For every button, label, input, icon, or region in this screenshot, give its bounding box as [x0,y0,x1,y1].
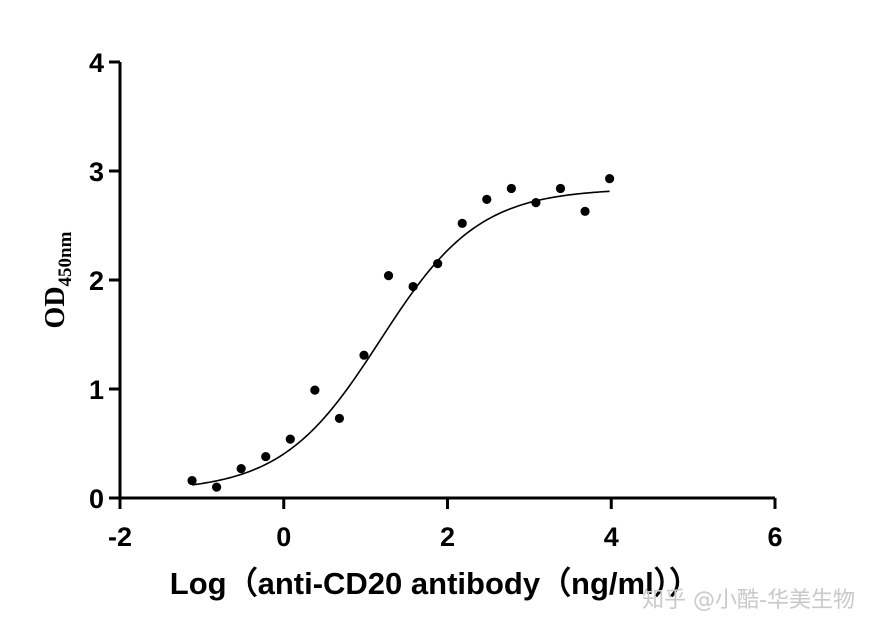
data-point [236,463,246,474]
data-point [261,451,271,462]
axis-labels: Log（anti-CD20 antibody（ng/ml）） OD450nm 知… [40,231,855,613]
data-point [310,385,320,395]
data-point [482,194,492,204]
watermark: 知乎 @小酷-华美生物 [642,588,855,613]
x-tick-label: -2 [108,522,132,552]
fit-curve [191,190,610,486]
x-tick-label: 4 [604,522,619,552]
fit-curve-layer [191,190,610,486]
data-point [187,475,197,486]
data-point [457,218,467,228]
x-tick-label: 2 [440,522,455,552]
x-tick-label: 6 [767,522,782,552]
y-axis-title-subscript: 450nm [55,231,76,286]
data-point [580,206,590,216]
y-tick-label: 2 [89,266,104,296]
y-tick-label: 3 [89,157,104,187]
data-point [555,183,566,194]
y-axis-title: OD450nm [40,231,76,328]
data-point [334,413,345,424]
y-tick-label: 0 [89,484,104,514]
data-point [359,350,369,360]
data-point [212,482,222,492]
y-tick-label: 4 [89,48,104,78]
data-point [433,259,443,269]
data-point [506,183,516,194]
y-axis-title-main: OD [40,286,71,328]
x-tick-label: 0 [276,522,291,552]
data-point [531,198,541,208]
y-axis-title-group: OD450nm [40,231,76,328]
data-point [285,434,295,444]
data-point [605,174,615,184]
data-point [383,271,394,281]
data-point [408,281,418,292]
data-points [187,174,615,492]
y-tick-label: 1 [89,375,104,405]
x-axis-title: Log（anti-CD20 antibody（ng/ml）） [170,566,700,601]
